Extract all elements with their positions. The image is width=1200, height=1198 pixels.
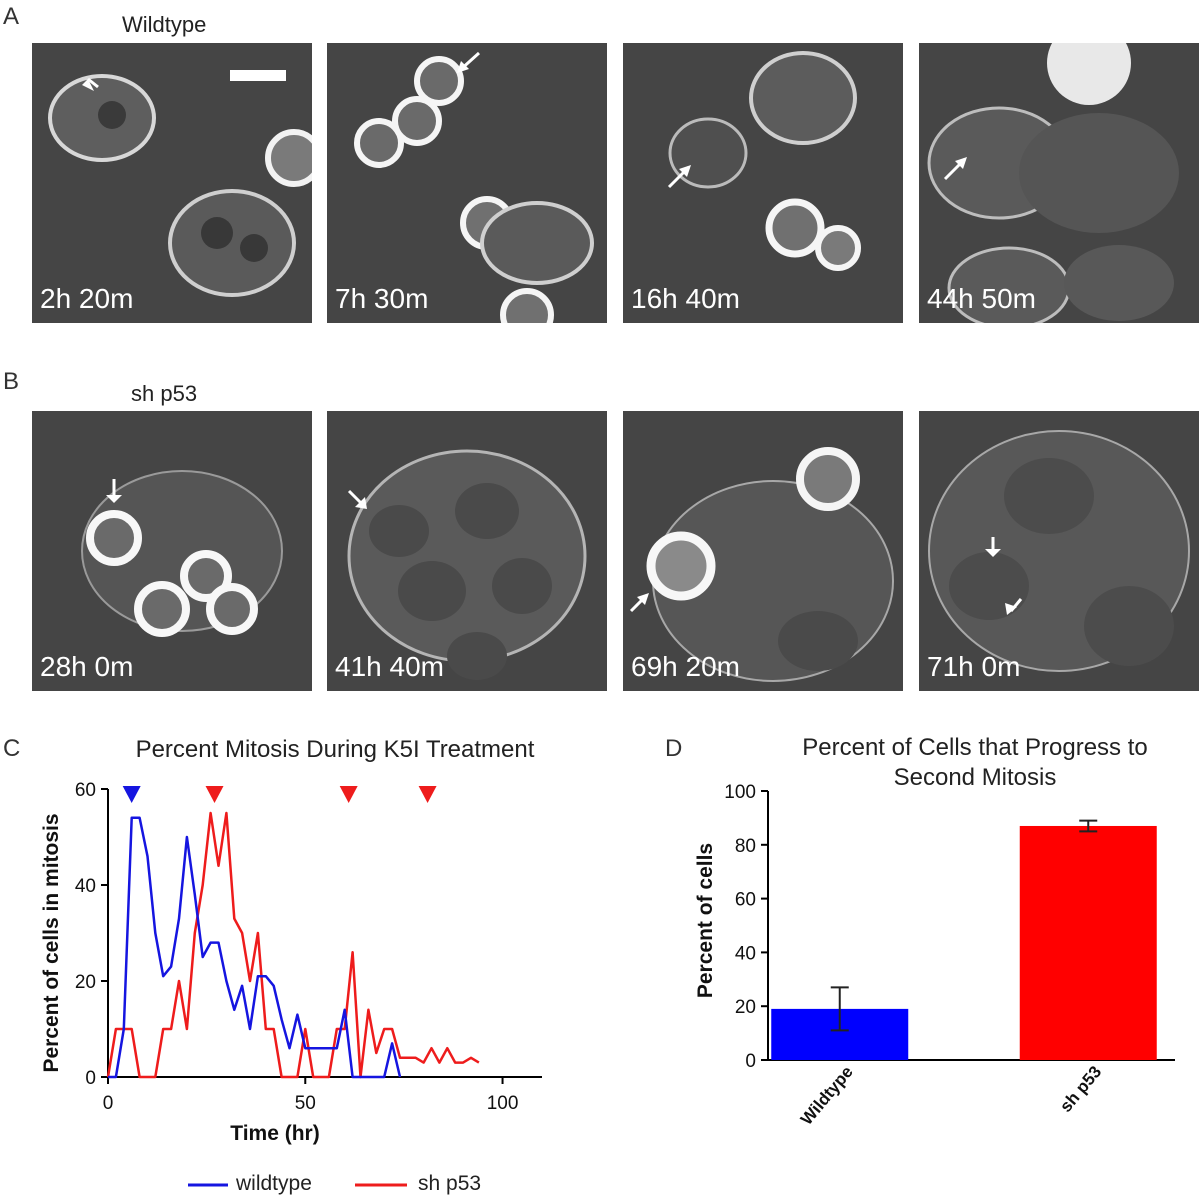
legend-label-wildtype: wildtype — [236, 1172, 312, 1195]
bar-Wildtype — [771, 1008, 909, 1060]
peak-arrow-marker — [339, 786, 358, 803]
panel-a-letter: A — [3, 3, 20, 30]
y-tick-label: 20 — [75, 972, 96, 993]
panel-d-letter: D — [665, 735, 683, 762]
frame-time: 69h 20m — [631, 651, 740, 682]
cell-image — [354, 51, 594, 323]
bar-sh-p53 — [1019, 825, 1157, 1060]
micrograph-a3: 16h 40m — [623, 43, 903, 323]
y-tick-label: 0 — [745, 1051, 756, 1072]
peak-arrow-marker — [205, 786, 224, 803]
y-tick-label: 20 — [735, 997, 756, 1018]
y-tick-label: 40 — [75, 876, 96, 897]
frame-time: 41h 40m — [335, 651, 444, 682]
x-tick-label: 100 — [487, 1093, 519, 1114]
y-tick-label: 40 — [735, 943, 756, 964]
legend-label-shp53: sh p53 — [418, 1172, 482, 1195]
category-label: Wildtype — [797, 1062, 857, 1128]
peak-arrow-marker — [122, 786, 141, 803]
chart-d-title-line-2: Second Mitosis — [893, 764, 1057, 791]
frame-time: 28h 0m — [40, 651, 134, 682]
panel-a-condition: Wildtype — [122, 12, 207, 37]
y-axis-label: Percent of cells — [694, 843, 717, 998]
x-tick-label: 50 — [295, 1093, 316, 1114]
y-tick-label: 0 — [85, 1068, 96, 1089]
scale-bar — [230, 70, 286, 81]
category-label: sh p53 — [1056, 1062, 1105, 1115]
panel-c-letter: C — [3, 735, 21, 762]
panel-b-condition: sh p53 — [131, 381, 198, 406]
cell-image — [667, 51, 861, 271]
y-tick-label: 80 — [735, 836, 756, 857]
y-tick-label: 60 — [735, 890, 756, 911]
micrograph-b3: 69h 20m — [623, 411, 903, 691]
cell-image — [48, 74, 312, 297]
y-axis-label: Percent of cells in mitosis — [40, 813, 63, 1072]
micrograph-b1: 28h 0m — [32, 411, 312, 691]
micrograph-a2: 7h 30m — [327, 43, 607, 323]
chart-c-title: Percent Mitosis During K5I Treatment — [135, 736, 535, 763]
cell-image — [347, 449, 587, 680]
cell-image — [927, 43, 1179, 323]
panel-b-letter: B — [3, 368, 20, 395]
frame-time: 7h 30m — [335, 283, 429, 314]
frame-time: 44h 50m — [927, 283, 1036, 314]
series-line-sh-p53 — [106, 811, 480, 1079]
frame-time: 71h 0m — [927, 651, 1021, 682]
micrograph-a1: 2h 20m — [32, 43, 312, 323]
micrograph-b2: 41h 40m — [327, 411, 607, 691]
micrograph-a4: 44h 50m — [919, 43, 1199, 323]
y-tick-label: 100 — [724, 782, 756, 803]
chart-d-title: Percent of Cells that Progress to Second… — [760, 733, 1190, 793]
x-tick-label: 0 — [103, 1093, 114, 1114]
series-line-wildtype — [108, 816, 402, 1079]
y-tick-label: 60 — [75, 780, 96, 801]
cell-image — [928, 430, 1190, 672]
x-axis-label: Time (hr) — [230, 1122, 319, 1145]
cell-image — [629, 447, 894, 682]
micrograph-b4: 71h 0m — [919, 411, 1199, 691]
peak-arrow-marker — [418, 786, 437, 803]
frame-time: 16h 40m — [631, 283, 740, 314]
frame-time: 2h 20m — [40, 283, 134, 314]
cell-image — [81, 470, 283, 637]
chart-d-title-line-1: Percent of Cells that Progress to — [802, 734, 1148, 761]
